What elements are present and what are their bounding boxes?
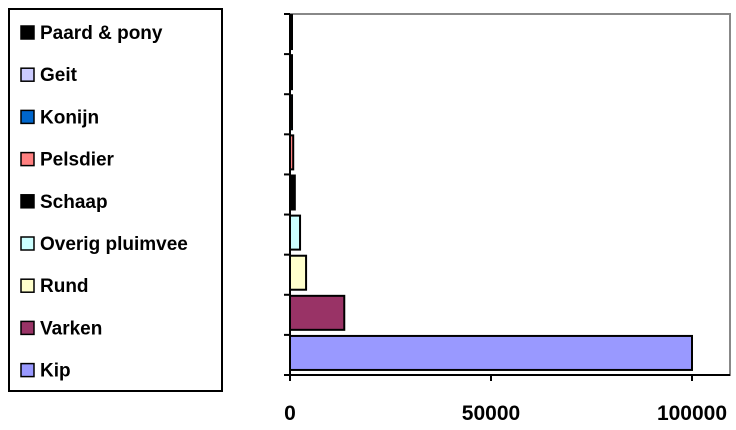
axis-ticks: 0 50000 100000 — [284, 13, 727, 425]
legend-label: Kip — [40, 361, 71, 382]
legend-box — [8, 8, 223, 392]
legend-swatch — [20, 151, 35, 167]
legend-label: Schaap — [40, 192, 108, 213]
legend-label: Rund — [40, 276, 89, 297]
legend: Paard & pony Geit Konijn Pelsdier Schaap Over… — [20, 23, 188, 382]
legend-swatch — [20, 236, 35, 251]
legend-label: Paard & pony — [40, 23, 163, 44]
legend-swatch — [20, 67, 35, 82]
bar-kip — [289, 334, 693, 371]
legend-label: Varken — [40, 318, 102, 339]
legend-swatch — [20, 320, 35, 336]
x-tick-label: 100000 — [657, 402, 727, 425]
legend-swatch — [20, 25, 35, 40]
plot-area — [289, 13, 731, 376]
bar-overig-pluimvee — [289, 214, 302, 251]
legend-label: Overig pluimvee — [40, 234, 188, 255]
bar-varken — [289, 294, 346, 331]
x-tick-label: 0 — [284, 402, 296, 425]
legend-label: Konijn — [40, 107, 99, 128]
x-tick-label: 50000 — [462, 402, 520, 425]
legend-swatch — [20, 194, 35, 209]
legend-label: Pelsdier — [40, 150, 115, 171]
legend-swatch — [20, 362, 35, 378]
bar-rund — [289, 254, 308, 291]
legend-swatch — [20, 278, 35, 293]
legend-swatch — [20, 109, 35, 125]
legend-label: Geit — [40, 65, 78, 86]
